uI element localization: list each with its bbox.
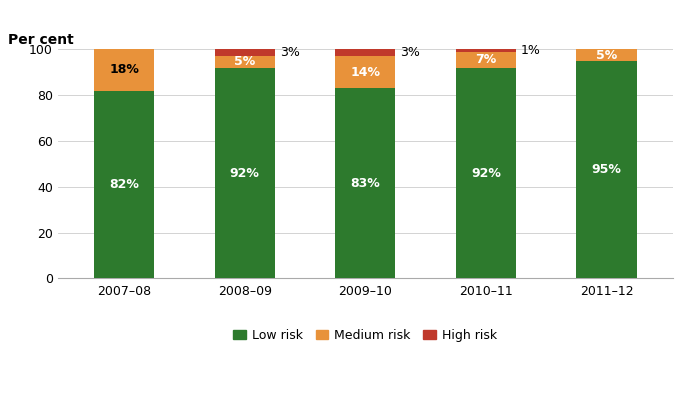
Bar (335, 49, 396, 56)
Bar (94, 49, 154, 90)
Text: 92%: 92% (230, 166, 259, 180)
Text: 83%: 83% (350, 177, 380, 190)
Text: 82%: 82% (109, 178, 139, 191)
Legend: Low risk, Medium risk, High risk: Low risk, Medium risk, High risk (228, 324, 502, 347)
Bar (577, 49, 637, 61)
Bar (456, 67, 516, 279)
Text: 5%: 5% (596, 49, 617, 61)
Text: Per cent: Per cent (8, 33, 74, 47)
Bar (215, 56, 275, 67)
Text: 3%: 3% (279, 46, 299, 59)
Bar (215, 49, 275, 56)
Bar (456, 49, 516, 52)
Bar (456, 52, 516, 67)
Text: 95%: 95% (592, 163, 621, 176)
Text: 14%: 14% (350, 66, 380, 79)
Text: 5%: 5% (234, 56, 255, 68)
Text: 3%: 3% (400, 46, 420, 59)
Bar (577, 61, 637, 279)
Bar (215, 67, 275, 279)
Text: 18%: 18% (109, 63, 139, 76)
Text: 7%: 7% (475, 53, 497, 66)
Text: 92%: 92% (471, 166, 501, 180)
Bar (335, 56, 396, 88)
Bar (94, 90, 154, 279)
Bar (335, 88, 396, 279)
Text: 1%: 1% (521, 44, 541, 57)
